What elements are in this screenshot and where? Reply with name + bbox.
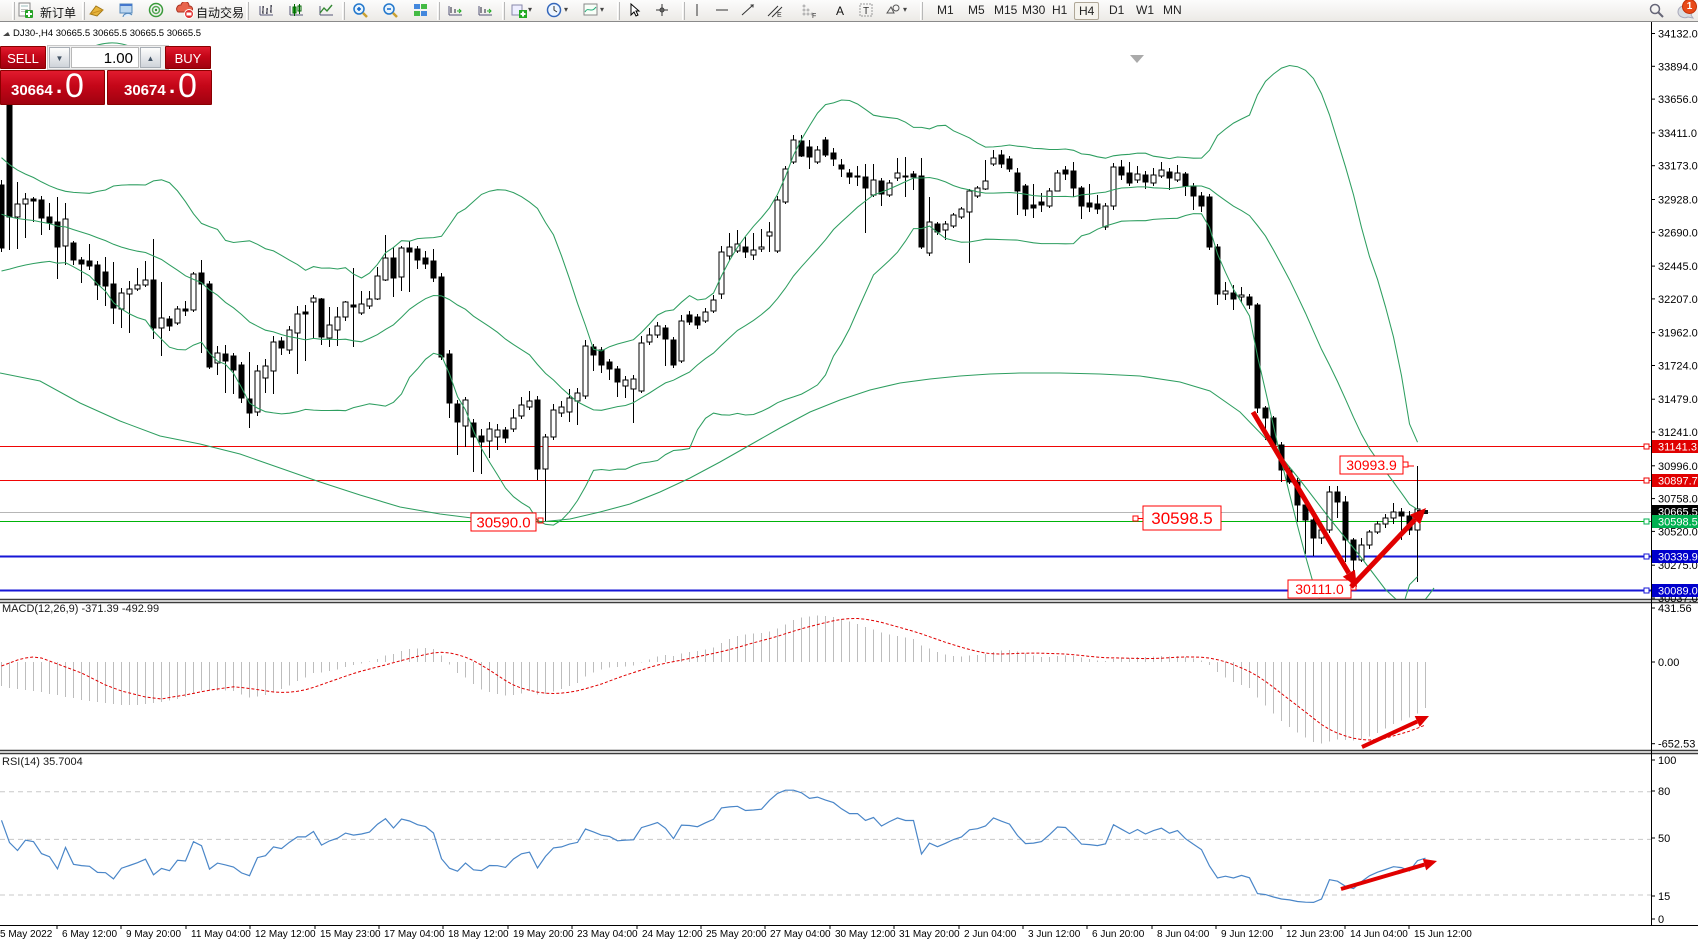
svg-text:T: T <box>863 6 869 17</box>
svg-text:19 May 20:00: 19 May 20:00 <box>513 929 574 939</box>
svg-text:-652.53: -652.53 <box>1658 739 1695 751</box>
svg-text:32445.0: 32445.0 <box>1658 261 1698 273</box>
svg-text:33411.0: 33411.0 <box>1658 128 1697 140</box>
svg-text:80: 80 <box>1658 786 1670 798</box>
svg-text:24 May 12:00: 24 May 12:00 <box>642 929 703 939</box>
svg-text:30089.0: 30089.0 <box>1658 586 1698 598</box>
svg-text:32928.0: 32928.0 <box>1658 195 1698 207</box>
svg-text:14 Jun 04:00: 14 Jun 04:00 <box>1350 929 1408 939</box>
svg-text:30275.0: 30275.0 <box>1658 560 1698 572</box>
svg-text:25 May 20:00: 25 May 20:00 <box>706 929 767 939</box>
svg-text:33894.0: 33894.0 <box>1658 61 1698 73</box>
svg-text:30598.5: 30598.5 <box>1658 517 1698 529</box>
svg-text:33173.0: 33173.0 <box>1658 161 1698 173</box>
svg-text:30996.0: 30996.0 <box>1658 461 1698 473</box>
svg-text:30758.0: 30758.0 <box>1658 494 1698 506</box>
svg-text:32207.0: 32207.0 <box>1658 294 1698 306</box>
svg-text:27 May 04:00: 27 May 04:00 <box>770 929 831 939</box>
svg-text:17 May 04:00: 17 May 04:00 <box>384 929 445 939</box>
svg-text:32690.0: 32690.0 <box>1658 227 1698 239</box>
svg-text:12 May 12:00: 12 May 12:00 <box>255 929 316 939</box>
svg-text:11 May 04:00: 11 May 04:00 <box>191 929 251 939</box>
svg-text:30590.0: 30590.0 <box>476 514 530 531</box>
svg-text:431.56: 431.56 <box>1658 603 1692 615</box>
svg-text:100: 100 <box>1658 755 1676 767</box>
svg-text:9 May 20:00: 9 May 20:00 <box>126 929 181 939</box>
svg-text:12 Jun 23:00: 12 Jun 23:00 <box>1286 929 1344 939</box>
svg-text:30111.0: 30111.0 <box>1295 581 1344 597</box>
svg-text:E: E <box>777 12 782 19</box>
svg-text:0: 0 <box>1658 914 1664 926</box>
svg-text:31241.0: 31241.0 <box>1658 427 1698 439</box>
svg-text:15: 15 <box>1658 891 1670 903</box>
svg-text:31141.3: 31141.3 <box>1658 442 1697 454</box>
svg-text:30598.5: 30598.5 <box>1151 509 1212 528</box>
svg-text:50: 50 <box>1658 833 1670 845</box>
svg-text:0.00: 0.00 <box>1658 657 1679 669</box>
svg-text:DJ30-,H4 30665.5 30665.5 3066: DJ30-,H4 30665.5 30665.5 30665.5 30665.5 <box>13 28 201 39</box>
svg-text:2 Jun 04:00: 2 Jun 04:00 <box>964 929 1017 939</box>
svg-text:30 May 12:00: 30 May 12:00 <box>835 929 896 939</box>
svg-text:15 Jun 12:00: 15 Jun 12:00 <box>1414 929 1472 939</box>
svg-text:31479.0: 31479.0 <box>1658 394 1698 406</box>
svg-text:6 Jun 20:00: 6 Jun 20:00 <box>1092 929 1145 939</box>
svg-text:F: F <box>812 13 816 19</box>
svg-text:23 May 04:00: 23 May 04:00 <box>577 929 638 939</box>
svg-text:18 May 12:00: 18 May 12:00 <box>448 929 509 939</box>
svg-text:30897.7: 30897.7 <box>1658 476 1698 488</box>
svg-text:30339.9: 30339.9 <box>1658 552 1698 564</box>
svg-text:31724.0: 31724.0 <box>1658 361 1698 373</box>
svg-text:5 May 2022: 5 May 2022 <box>0 929 53 939</box>
svg-text:MACD(12,26,9) -371.39 -492.99: MACD(12,26,9) -371.39 -492.99 <box>2 603 159 615</box>
svg-text:15 May 23:00: 15 May 23:00 <box>320 929 381 939</box>
svg-text:RSI(14) 35.7004: RSI(14) 35.7004 <box>2 756 83 768</box>
svg-text:31962.0: 31962.0 <box>1658 328 1698 340</box>
svg-text:31 May 20:00: 31 May 20:00 <box>899 929 960 939</box>
svg-text:30993.9: 30993.9 <box>1346 457 1397 473</box>
svg-text:34132.0: 34132.0 <box>1658 29 1698 41</box>
svg-text:6 May 12:00: 6 May 12:00 <box>62 929 117 939</box>
svg-text:33656.0: 33656.0 <box>1658 94 1698 106</box>
svg-text:9 Jun 12:00: 9 Jun 12:00 <box>1221 929 1274 939</box>
svg-text:30520.0: 30520.0 <box>1658 526 1698 538</box>
svg-text:8 Jun 04:00: 8 Jun 04:00 <box>1157 929 1210 939</box>
svg-text:3 Jun 12:00: 3 Jun 12:00 <box>1028 929 1081 939</box>
